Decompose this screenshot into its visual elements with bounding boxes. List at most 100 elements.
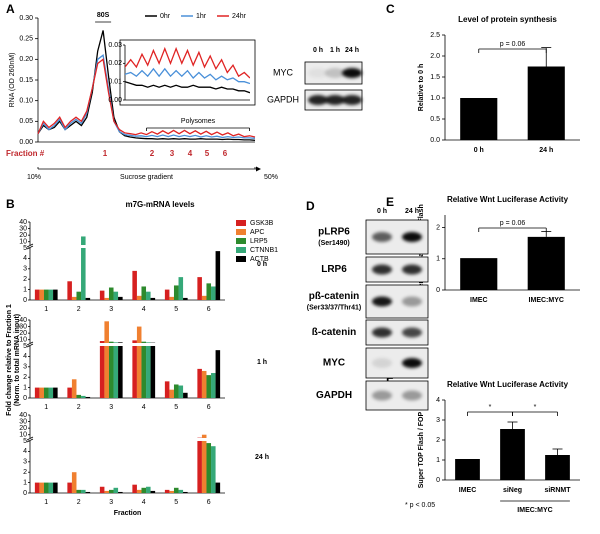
bar — [173, 285, 179, 300]
blot-band — [372, 327, 392, 338]
axis-break — [26, 341, 34, 346]
legend-label: LRP5 — [250, 238, 268, 245]
chart-title: Level of protein synthesis — [458, 15, 557, 24]
legend-label: 0hr — [160, 13, 171, 20]
x-tick-label: 2 — [77, 404, 81, 411]
bar — [169, 490, 174, 493]
y-tick-label: 2 — [23, 276, 27, 283]
bar — [34, 387, 40, 398]
y-tick-label: 1.0 — [430, 95, 440, 102]
y-axis-label: Super TOP Flash / FOP Flash — [418, 392, 425, 488]
legend-label: 24hr — [232, 13, 247, 20]
y-tick-label: 1 — [436, 256, 440, 263]
y-tick-label: 3 — [436, 417, 440, 424]
bar-upper — [146, 342, 151, 343]
group-label: IMEC:MYC — [517, 507, 552, 514]
legend-swatch — [236, 220, 246, 226]
blot-band — [372, 264, 392, 275]
panel-label: D — [306, 199, 315, 213]
axis-break — [26, 243, 34, 248]
x-tick-label: 6 — [207, 306, 211, 313]
bar — [206, 443, 212, 493]
y-tick-label: 4 — [23, 255, 27, 262]
bar — [104, 346, 109, 398]
bar — [197, 277, 202, 300]
annotation: p = 0.06 — [500, 220, 526, 227]
bar-upper — [113, 342, 119, 343]
panel-label: E — [386, 195, 394, 209]
y-tick-label: 0.25 — [19, 36, 33, 43]
profile-line — [37, 30, 256, 141]
y-tick-label: 20 — [19, 330, 27, 337]
bar — [136, 489, 142, 493]
y-tick-label: 30 — [19, 418, 27, 425]
bar — [215, 251, 221, 300]
blot-row-sublabel: (Ser33/37/Thr41) — [307, 304, 361, 311]
x-tick-label: IMEC:MYC — [529, 297, 564, 304]
bar — [215, 482, 221, 493]
blot-band — [402, 232, 422, 242]
annotation: p = 0.06 — [500, 41, 526, 48]
profile-line — [37, 58, 256, 138]
bar — [460, 98, 498, 140]
bar — [76, 394, 82, 398]
y-tick-label: 0.30 — [19, 15, 33, 22]
legend-swatch — [236, 247, 246, 253]
y-tick-label: 5 — [23, 438, 27, 445]
bar — [85, 396, 91, 398]
blot-band — [402, 296, 422, 307]
blot-row-label: ß-catenin — [312, 327, 356, 338]
x-tick-label: IMEC — [470, 297, 488, 304]
y-tick-label: 30 — [19, 323, 27, 330]
blot-row-label: pß-catenin — [309, 291, 360, 302]
bar — [39, 482, 44, 493]
bar — [183, 491, 188, 493]
bar — [67, 387, 72, 398]
bar — [76, 291, 82, 300]
bar — [211, 373, 216, 398]
blot-band — [402, 358, 422, 368]
bar — [146, 291, 151, 300]
x-tick-label: 4 — [142, 404, 146, 411]
blot-band — [342, 68, 362, 78]
lane-label: 24 h — [345, 47, 359, 54]
y-tick-label: 10 — [19, 337, 27, 344]
blot-band — [308, 68, 328, 78]
y-tick-label: 0 — [436, 287, 440, 294]
bar — [132, 484, 137, 493]
inset-y-tick-label: 0.02 — [108, 60, 122, 67]
bar — [527, 66, 565, 140]
inset-line — [125, 67, 250, 85]
x-tick-label: 6 — [207, 499, 211, 506]
bar — [132, 346, 137, 398]
bar — [39, 387, 44, 398]
x-tick-label: siNeg — [503, 487, 522, 494]
bar — [169, 389, 174, 398]
bar — [118, 346, 123, 398]
y-tick-label: 1 — [23, 286, 27, 293]
bar — [164, 381, 170, 398]
inset-line — [125, 46, 250, 79]
y-tick-label: 40 — [19, 412, 27, 419]
y-tick-label: 4 — [436, 397, 440, 404]
bar — [545, 455, 570, 480]
bar — [85, 297, 91, 300]
bar-upper — [104, 321, 109, 343]
x-tick-label: 2 — [77, 306, 81, 313]
x-tick-label: 2 — [77, 499, 81, 506]
bar — [85, 491, 91, 493]
bar — [34, 482, 40, 493]
inset-plot — [125, 46, 250, 94]
bar — [164, 289, 170, 300]
x-tick-label: 3 — [109, 306, 113, 313]
bar — [206, 375, 212, 398]
blot-band — [325, 95, 345, 105]
lane-label: 0 h — [313, 47, 323, 54]
y-tick-label: 0.10 — [19, 98, 33, 105]
y-axis-label: Relative to 0 h — [418, 64, 425, 111]
y-tick-label: 10 — [19, 432, 27, 439]
profile-line — [37, 54, 256, 139]
bar — [99, 346, 105, 398]
bar — [150, 297, 156, 300]
bar — [141, 487, 147, 493]
